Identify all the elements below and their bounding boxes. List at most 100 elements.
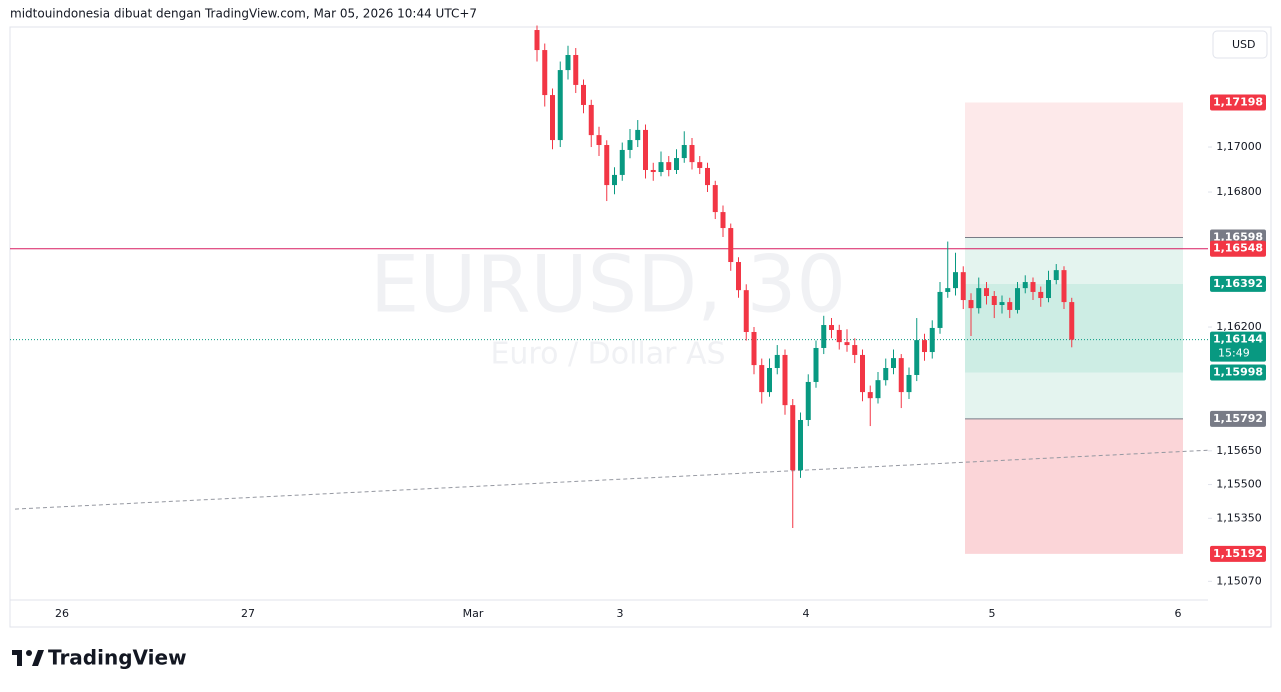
candle-body [960, 272, 966, 301]
candle-body [1061, 270, 1067, 303]
header: midtouindonesia dibuat dengan TradingVie… [10, 7, 477, 21]
position-zone [965, 418, 1183, 554]
x-tick-label: 6 [1175, 607, 1182, 620]
candle-body [743, 290, 749, 333]
candle-body [976, 288, 982, 309]
y-tick-label: 1,16800 [1216, 185, 1262, 198]
candle-body [720, 212, 726, 229]
logo-mark [12, 650, 44, 666]
candle-body [635, 129, 641, 141]
currency[interactable]: USD [1232, 38, 1256, 51]
candle-body [867, 392, 873, 399]
candle-body [883, 368, 889, 381]
candle-body [1038, 291, 1044, 299]
price-badge-label: 1,17198 [1213, 95, 1263, 108]
candle-body [1053, 270, 1059, 281]
candle-body [852, 345, 858, 355]
candle-body [767, 368, 772, 393]
candle-body [1069, 302, 1075, 340]
currency-button[interactable] [1212, 30, 1268, 59]
candle-body [650, 169, 656, 173]
candle-body [627, 140, 633, 150]
candle-body [953, 272, 958, 289]
candle-body [565, 55, 571, 71]
candle-body [612, 174, 617, 186]
candle-body [643, 129, 648, 170]
candle-body [1015, 288, 1020, 310]
candle-body [898, 358, 904, 393]
candle-body [604, 145, 610, 186]
candle-body [689, 145, 695, 163]
candle-body [774, 354, 780, 369]
candle-body [813, 347, 819, 382]
candle-body [836, 329, 842, 343]
position-zone [965, 237, 1183, 284]
candle-body [681, 145, 687, 159]
candle-body [573, 55, 579, 85]
candle-body [805, 381, 811, 420]
candle-body [991, 295, 997, 305]
price-badge [1210, 410, 1266, 427]
x-tick-label: 27 [241, 607, 255, 620]
candle-body [581, 84, 586, 105]
candle-body [542, 50, 548, 96]
candle-body [550, 95, 555, 141]
price-badge [1210, 364, 1266, 381]
candle-body [705, 167, 710, 186]
candle-body [1030, 282, 1036, 292]
price-badge [1210, 331, 1266, 362]
countdown: 15:49 [1218, 347, 1250, 360]
candle-body [906, 374, 912, 393]
x-tick-label: 4 [803, 607, 810, 620]
candle-body [1046, 280, 1051, 299]
candle-body [712, 185, 718, 213]
price-badge-label: 1,15192 [1213, 547, 1263, 560]
y-tick-label: 1,15500 [1216, 478, 1262, 491]
candle-body [557, 70, 563, 141]
candle-body [922, 340, 927, 353]
candle-body [844, 342, 850, 346]
logo: TradingView [48, 646, 187, 670]
y-tick-label: 1,15350 [1216, 511, 1262, 524]
candle-body [782, 354, 788, 406]
candle-body [697, 162, 703, 168]
candle-body [736, 262, 741, 291]
candle-body [759, 365, 765, 393]
watermark-sub: Euro / Dollar AS [490, 337, 725, 372]
price-badge [1210, 545, 1266, 562]
candle-body [914, 340, 920, 375]
candle-body [534, 30, 540, 51]
position-zone [965, 102, 1183, 238]
y-tick-label: 1,17000 [1216, 140, 1262, 153]
candle-body [937, 291, 943, 328]
candle-body [875, 380, 881, 399]
candle-body [891, 358, 896, 369]
candle-body [929, 327, 935, 353]
candle-body [596, 135, 602, 146]
candle-body [674, 158, 679, 170]
y-tick-label: 1,16200 [1216, 320, 1262, 333]
candle-body [984, 288, 989, 296]
candle-body [619, 149, 625, 175]
candle-body [968, 300, 974, 309]
candle-body [658, 162, 664, 173]
candle-body [999, 302, 1005, 305]
price-badge-label: 1,16598 [1213, 230, 1263, 243]
chart-layer: 1,17000 1,16800 1,16200 1,15650 1,15500 1,153… [10, 25, 1266, 620]
watermark: EURUSD, 30 [370, 240, 846, 330]
candle-body [666, 162, 672, 170]
price-badge-label: 1,15998 [1213, 366, 1263, 379]
price-badge [1210, 240, 1266, 257]
y-tick-label: 1,15070 [1216, 574, 1262, 587]
candle-body [790, 405, 796, 471]
candle-body [798, 419, 803, 471]
price-badge-label: 1,16392 [1213, 277, 1263, 290]
x-tick-label: 26 [55, 607, 69, 620]
price-badge-label: 1,16548 [1213, 242, 1263, 255]
candle-body [588, 104, 594, 136]
price-badge-label: 1,15792 [1213, 412, 1263, 425]
candle-body [1007, 302, 1013, 310]
candle-body [1022, 282, 1028, 289]
candle-body [860, 354, 865, 393]
